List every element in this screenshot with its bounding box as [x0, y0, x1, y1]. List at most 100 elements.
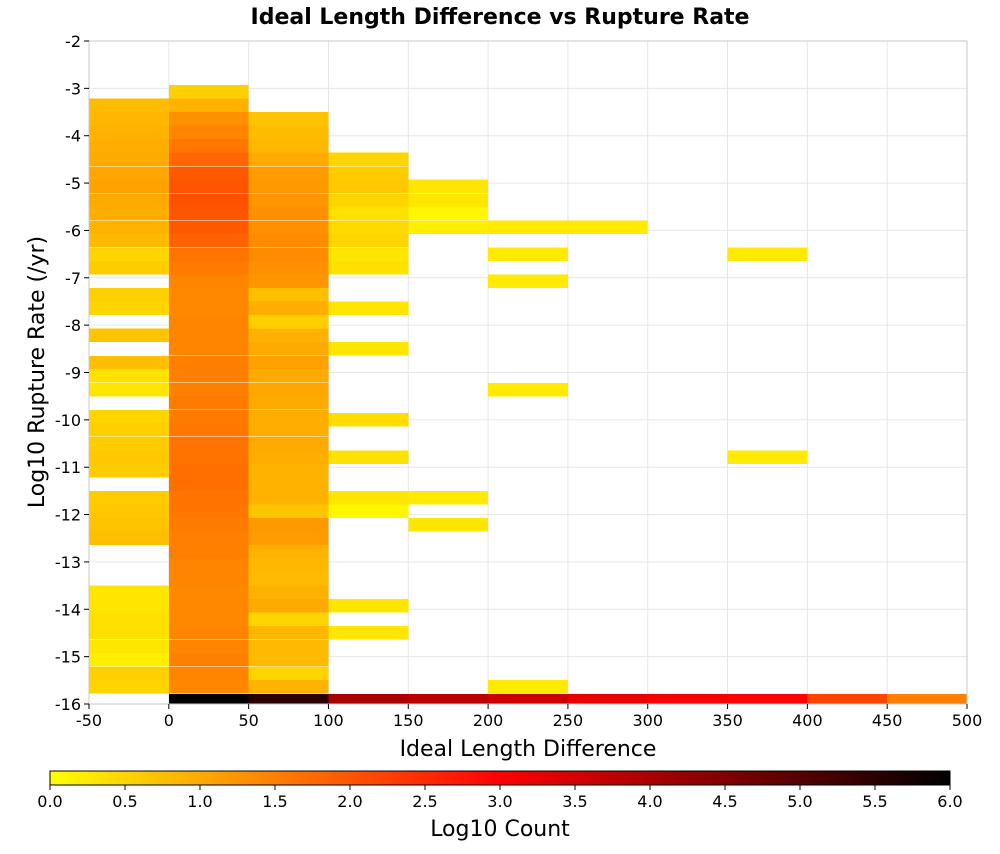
heatmap-cell — [89, 504, 169, 519]
heatmap-cell — [168, 531, 249, 546]
heatmap-cell — [89, 233, 169, 248]
heatmap-cell — [328, 206, 409, 221]
x-axis-ticks: -50 0 50 100 150 200 250 300 350 400 450 500 — [76, 704, 982, 730]
heatmap-cell — [168, 166, 249, 180]
heatmap-cell — [328, 504, 409, 519]
heatmap-cell — [248, 531, 329, 546]
heatmap-cell — [328, 220, 409, 234]
colorbar-tick-label: 4.5 — [712, 792, 737, 811]
colorbar-tick-label: 3.5 — [562, 792, 587, 811]
heatmap-cell — [168, 328, 249, 342]
y-tick-label: -2 — [65, 32, 81, 51]
heatmap-cell — [328, 450, 409, 465]
x-tick-label: 50 — [238, 711, 258, 730]
heatmap-cell — [328, 166, 409, 180]
heatmap-cell — [89, 653, 169, 667]
heatmap-cell — [567, 693, 648, 704]
y-tick-label: -5 — [65, 174, 81, 193]
heatmap-cell — [168, 585, 249, 600]
heatmap-cell — [168, 423, 249, 437]
heatmap-cell — [248, 206, 329, 221]
heatmap-cell — [89, 463, 169, 478]
y-tick-label: -10 — [55, 411, 81, 430]
heatmap-cell — [727, 693, 808, 704]
y-tick-label: -7 — [65, 269, 81, 288]
heatmap-cell — [328, 301, 409, 315]
heatmap-cell — [168, 247, 249, 261]
heatmap-cell — [168, 288, 249, 302]
heatmap-cell — [89, 220, 169, 234]
heatmap-cell — [89, 599, 169, 613]
heatmap-cell — [168, 342, 249, 356]
heatmap-cell — [89, 585, 169, 600]
y-tick-label: -16 — [55, 695, 81, 714]
heatmap-cell — [168, 626, 249, 640]
y-tick-label: -6 — [65, 221, 81, 240]
heatmap-cell — [89, 517, 169, 532]
heatmap-cell — [168, 504, 249, 519]
x-tick-label: 400 — [792, 711, 823, 730]
colorbar-tick-label: 5.0 — [787, 792, 812, 811]
heatmap-cell — [248, 409, 329, 424]
heatmap-cell — [328, 193, 409, 207]
heatmap-cell — [248, 342, 329, 356]
heatmap-cell — [807, 693, 888, 704]
heatmap-cell — [248, 247, 329, 261]
x-axis-label: Ideal Length Difference — [400, 737, 657, 762]
colorbar — [49, 770, 951, 786]
heatmap-cell — [488, 220, 568, 234]
heatmap-cell — [248, 396, 329, 410]
heatmap-cell — [168, 382, 249, 397]
heatmap-cell — [248, 193, 329, 207]
x-tick-label: 0 — [164, 711, 174, 730]
heatmap-cell — [248, 152, 329, 167]
y-tick-label: -15 — [55, 648, 81, 667]
heatmap-cell — [168, 680, 249, 694]
heatmap-cells — [89, 84, 967, 704]
heatmap-cell — [168, 301, 249, 315]
heatmap-cell — [488, 274, 568, 288]
heatmap-cell — [248, 179, 329, 194]
heatmap-cell — [89, 490, 169, 505]
heatmap-cell — [248, 558, 329, 573]
x-tick-label: 200 — [473, 711, 504, 730]
heatmap-cell — [328, 693, 409, 704]
heatmap-cell — [168, 179, 249, 194]
heatmap-cell — [89, 423, 169, 437]
heatmap-cell — [168, 409, 249, 424]
heatmap-cell — [248, 274, 329, 288]
heatmap-cell — [168, 477, 249, 492]
heatmap-cell — [168, 111, 249, 126]
heatmap-cell — [408, 193, 489, 207]
heatmap-cell — [328, 342, 409, 356]
heatmap-cell — [328, 599, 409, 613]
heatmap-cell — [168, 558, 249, 573]
heatmap-cell — [248, 450, 329, 465]
heatmap-cell — [248, 693, 329, 704]
x-tick-label: 350 — [712, 711, 743, 730]
heatmap-cell — [89, 639, 169, 654]
colorbar-tick-label: 4.0 — [637, 792, 662, 811]
y-tick-label: -12 — [55, 506, 81, 525]
heatmap-cell — [89, 206, 169, 221]
heatmap-cell — [488, 680, 568, 694]
heatmap-cell — [89, 409, 169, 424]
colorbar-tick-label: 1.0 — [187, 792, 212, 811]
heatmap-cell — [168, 233, 249, 248]
heatmap-cell — [408, 517, 489, 532]
heatmap-cell — [89, 138, 169, 153]
heatmap-cell — [248, 572, 329, 586]
heatmap-cell — [89, 626, 169, 640]
heatmap-cell — [248, 125, 329, 140]
heatmap-cell — [168, 206, 249, 221]
y-tick-label: -13 — [55, 553, 81, 572]
heatmap-cell — [248, 436, 329, 451]
heatmap-cell — [168, 517, 249, 532]
heatmap-cell — [89, 125, 169, 140]
x-tick-label: -50 — [76, 711, 102, 730]
colorbar-tick-label: 6.0 — [937, 792, 962, 811]
heatmap-cell — [89, 301, 169, 315]
heatmap-cell — [89, 328, 169, 342]
heatmap-cell — [248, 369, 329, 383]
